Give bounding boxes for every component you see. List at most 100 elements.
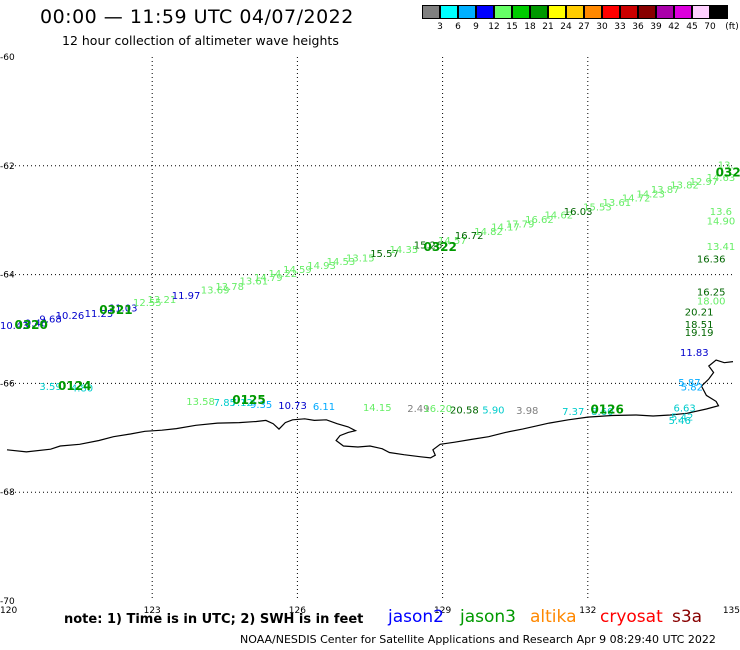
wave-height-label: 12.97 [690, 177, 719, 188]
wave-height-label: 16.20 [423, 404, 452, 415]
color-scale-swatch [674, 5, 692, 19]
wave-height-label: 16.03 [564, 207, 593, 218]
lat-tick-label: -66 [0, 379, 15, 389]
wave-height-label: 14.22 [269, 269, 298, 280]
wave-height-label: 13.21 [148, 295, 177, 306]
color-scale-swatch [692, 5, 710, 19]
pass-time-labels: 0320 0321 0322 0124 0125 0126 032 [14, 166, 740, 417]
wave-height-label: 2.49 [407, 404, 429, 415]
lon-tick-label: 123 [144, 606, 161, 616]
axis-labels: 120 123 126 129 132 135 -60 -62 -64 -66 -68 -70 [0, 53, 740, 616]
wave-height-label: 10.73 [278, 401, 307, 412]
color-scale-swatch [440, 5, 458, 19]
color-scale-label: (ft) [725, 22, 739, 32]
wave-height-label: 12.55 [133, 298, 162, 309]
wave-height-label: 4.80 [71, 384, 93, 395]
wave-height-label: 14.63 [707, 173, 736, 184]
color-scale-label: 9 [473, 22, 479, 32]
color-scale-swatch [512, 5, 530, 19]
map-subtitle: 12 hour collection of altimeter wave hei… [62, 33, 339, 48]
wave-height-label: 5.87 [678, 378, 700, 389]
wave-height-label: 9.68 [39, 314, 61, 325]
wave-height-label: 5.46 [669, 416, 691, 427]
legend-s3a: s3a [672, 607, 703, 627]
color-scale-swatch [620, 5, 638, 19]
wave-height-label: 13.41 [707, 242, 736, 253]
wave-height-label: 13.82 [670, 181, 699, 192]
pass-time-label: 0125 [232, 393, 265, 407]
wave-height-label: 13.15 [346, 254, 375, 265]
color-scale-label: 45 [686, 22, 698, 32]
color-scale-swatch [710, 5, 728, 19]
wave-height-label: 10.43 [0, 321, 29, 332]
color-scale-swatch [584, 5, 602, 19]
color-scale-label: 33 [614, 22, 626, 32]
color-scale-label: 30 [596, 22, 608, 32]
pass-time-label: 0126 [590, 402, 623, 416]
lat-tick-label: -70 [0, 597, 15, 607]
wave-height-label: 13.78 [215, 282, 244, 293]
legend-jason3: jason3 [460, 607, 516, 627]
wave-height-label: 9.35 [250, 400, 272, 411]
wave-height-label: 13.6 [710, 207, 732, 218]
color-scale-label: 18 [524, 22, 536, 32]
wave-height-label: 18.00 [697, 297, 726, 308]
wave-height-label: 16.72 [455, 231, 484, 242]
wave-height-label: 6.11 [313, 402, 335, 413]
color-scale-swatch [422, 5, 440, 19]
wave-height-label: 11.83 [680, 348, 709, 359]
wave-height-label: 7.85 [214, 398, 236, 409]
wave-height-label: 13. [718, 161, 734, 172]
wave-height-label: 13.69 [201, 286, 230, 297]
color-scale-label: 12 [488, 22, 500, 32]
color-scale-label: 27 [578, 22, 590, 32]
wave-height-label: 14.15 [363, 403, 392, 414]
color-scale-label: 21 [542, 22, 554, 32]
credit-line: NOAA/NESDIS Center for Satellite Applica… [240, 633, 716, 646]
wave-height-label: 3.98 [516, 406, 538, 417]
color-scale-label: 6 [455, 22, 461, 32]
wave-height-label: 14.23 [636, 189, 665, 200]
wave-height-label: 13.87 [651, 185, 680, 196]
wave-height-label: 15.26 [414, 240, 443, 251]
wave-height-label: 7.37 [562, 407, 584, 418]
color-scale-label: 3 [437, 22, 443, 32]
pass-time-label: 0124 [58, 379, 91, 393]
pass-time-label: 0322 [423, 240, 456, 254]
wave-height-label: 14.53 [327, 257, 356, 268]
wave-height-label: 5.90 [482, 405, 504, 416]
lon-tick-label: 135 [723, 606, 740, 616]
wave-height-label: 9.46 [25, 318, 47, 329]
lon-tick-label: 120 [0, 606, 17, 616]
lon-tick-label: 132 [579, 606, 596, 616]
coastline [6, 359, 734, 459]
wave-height-label: 14.82 [474, 227, 503, 238]
wave-height-label: 6.63 [673, 404, 695, 415]
pass-time-label: 032 [716, 166, 740, 180]
wave-height-label: 16.25 [697, 287, 726, 298]
footer-note: note: 1) Time is in UTC; 2) SWH is in fe… [64, 612, 364, 627]
wave-height-label: 20.21 [685, 307, 714, 318]
wave-height-label: 5.42 [671, 412, 693, 423]
wave-height-label: 14.72 [622, 194, 651, 205]
color-scale-swatch [638, 5, 656, 19]
map-title: 00:00 — 11:59 UTC 04/07/2022 [40, 6, 354, 28]
wave-height-label: 13.61 [603, 198, 632, 209]
wave-height-label: 7.12 [231, 398, 253, 409]
color-scale-swatch [494, 5, 512, 19]
wave-height-label: 5.82 [681, 382, 703, 393]
lat-tick-label: -68 [0, 488, 15, 498]
color-scale-swatch [656, 5, 674, 19]
wave-height-label: 19.19 [685, 328, 714, 339]
wave-height-label: 8.60 [591, 407, 613, 418]
color-scale-swatch [566, 5, 584, 19]
wave-height-label: 11.03 [109, 304, 138, 315]
wave-height-label: 14.59 [283, 265, 312, 276]
color-scale-swatch [602, 5, 620, 19]
color-scale-swatch [548, 5, 566, 19]
color-scale-label: 39 [650, 22, 662, 32]
lat-tick-label: -62 [0, 162, 15, 172]
wave-height-label: 14.35 [390, 245, 419, 256]
